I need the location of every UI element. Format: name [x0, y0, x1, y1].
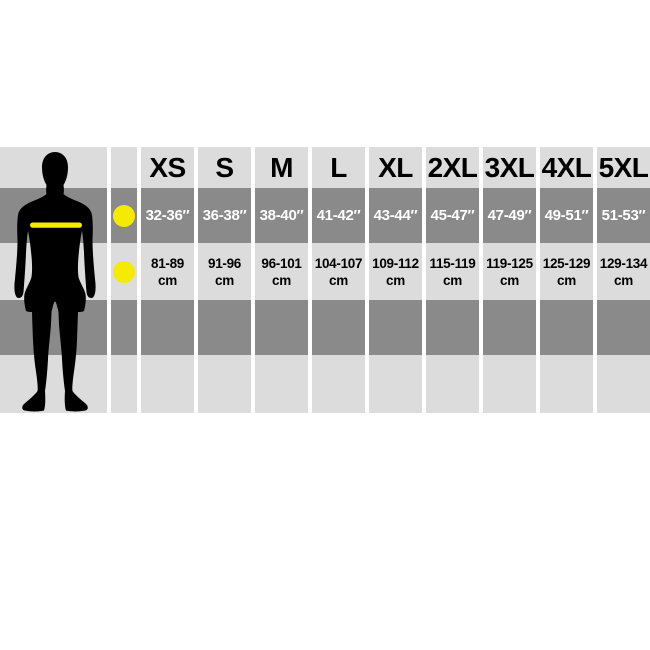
- chest-cm-cell: 115-119 cm: [426, 243, 479, 300]
- size-header-cell: XL: [369, 147, 422, 188]
- figure-column: [0, 147, 107, 413]
- chest-measurement-band-icon: [30, 222, 82, 228]
- size-column-2xl: 2XL 45-47″ 115-119 cm: [426, 147, 479, 413]
- cm-range: 129-134: [599, 255, 648, 271]
- cm-unit: cm: [386, 272, 405, 288]
- size-header-cell: 4XL: [540, 147, 593, 188]
- size-header-cell: 3XL: [483, 147, 536, 188]
- cm-range: 109-112: [372, 255, 419, 271]
- marker-cm-cell: [111, 243, 137, 300]
- empty-cell: [540, 355, 593, 413]
- size-header-cell: M: [255, 147, 308, 188]
- size-header-cell: 5XL: [597, 147, 650, 188]
- empty-cell: [312, 355, 365, 413]
- empty-cell: [426, 300, 479, 355]
- empty-cell: [540, 300, 593, 355]
- size-column-m: M 38-40″ 96-101 cm: [255, 147, 308, 413]
- chest-inches-cell: 51-53″: [597, 188, 650, 243]
- size-header-cell: L: [312, 147, 365, 188]
- empty-cell: [141, 355, 194, 413]
- cm-range: 115-119: [429, 255, 476, 271]
- cm-range: 96-101: [261, 255, 302, 271]
- empty-cell: [198, 355, 251, 413]
- empty-cell: [369, 300, 422, 355]
- cm-unit: cm: [500, 272, 519, 288]
- empty-cell: [426, 355, 479, 413]
- chest-inches-cell: 49-51″: [540, 188, 593, 243]
- chest-inches-cell: 47-49″: [483, 188, 536, 243]
- empty-cell: [597, 300, 650, 355]
- cm-range: 125-129: [542, 255, 591, 271]
- cm-unit: cm: [272, 272, 291, 288]
- cm-unit: cm: [215, 272, 234, 288]
- cm-range: 81-89: [150, 255, 185, 271]
- chest-cm-cell: 91-96 cm: [198, 243, 251, 300]
- stripe: [0, 300, 107, 355]
- measure-dot-icon: [113, 204, 135, 227]
- chest-inches-cell: 38-40″: [255, 188, 308, 243]
- chest-cm-cell: 109-112 cm: [369, 243, 422, 300]
- chest-cm-cell: 104-107 cm: [312, 243, 365, 300]
- chest-cm-cell: 125-129 cm: [540, 243, 593, 300]
- empty-cell: [369, 355, 422, 413]
- empty-cell: [111, 300, 137, 355]
- cm-range: 104-107: [314, 255, 363, 271]
- size-column-5xl: 5XL 51-53″ 129-134 cm: [597, 147, 650, 413]
- cm-unit: cm: [329, 272, 348, 288]
- empty-cell: [312, 300, 365, 355]
- male-silhouette-icon: [14, 152, 96, 412]
- chest-cm-cell: 119-125 cm: [483, 243, 536, 300]
- empty-cell: [597, 355, 650, 413]
- marker-column: [111, 147, 137, 413]
- measure-dot-icon: [113, 260, 135, 283]
- chest-inches-cell: 43-44″: [369, 188, 422, 243]
- marker-inches-cell: [111, 188, 137, 243]
- chest-inches-cell: 32-36″: [141, 188, 194, 243]
- size-column-s: S 36-38″ 91-96 cm: [198, 147, 251, 413]
- size-column-xs: XS 32-36″ 81-89 cm: [141, 147, 194, 413]
- cm-range: 91-96: [207, 255, 242, 271]
- chest-cm-cell: 81-89 cm: [141, 243, 194, 300]
- chest-cm-cell: 129-134 cm: [597, 243, 650, 300]
- chest-inches-cell: 41-42″: [312, 188, 365, 243]
- size-header-cell: 2XL: [426, 147, 479, 188]
- size-header-cell: XS: [141, 147, 194, 188]
- size-header-cell: S: [198, 147, 251, 188]
- size-column-3xl: 3XL 47-49″ 119-125 cm: [483, 147, 536, 413]
- empty-cell: [255, 355, 308, 413]
- chest-cm-cell: 96-101 cm: [255, 243, 308, 300]
- empty-cell: [255, 300, 308, 355]
- cm-unit: cm: [443, 272, 462, 288]
- empty-cell: [111, 355, 137, 413]
- marker-header-cell: [111, 147, 137, 188]
- size-column-l: L 41-42″ 104-107 cm: [312, 147, 365, 413]
- size-column-4xl: 4XL 49-51″ 125-129 cm: [540, 147, 593, 413]
- stripe: [0, 355, 107, 413]
- cm-unit: cm: [614, 272, 633, 288]
- empty-cell: [198, 300, 251, 355]
- size-chart-table: XS 32-36″ 81-89 cm S 36-38″ 91-96 cm M 3…: [0, 147, 650, 413]
- cm-range: 119-125: [486, 255, 533, 271]
- empty-cell: [483, 300, 536, 355]
- cm-unit: cm: [158, 272, 177, 288]
- chest-inches-cell: 45-47″: [426, 188, 479, 243]
- cm-unit: cm: [557, 272, 576, 288]
- empty-cell: [141, 300, 194, 355]
- size-column-xl: XL 43-44″ 109-112 cm: [369, 147, 422, 413]
- empty-cell: [483, 355, 536, 413]
- chest-inches-cell: 36-38″: [198, 188, 251, 243]
